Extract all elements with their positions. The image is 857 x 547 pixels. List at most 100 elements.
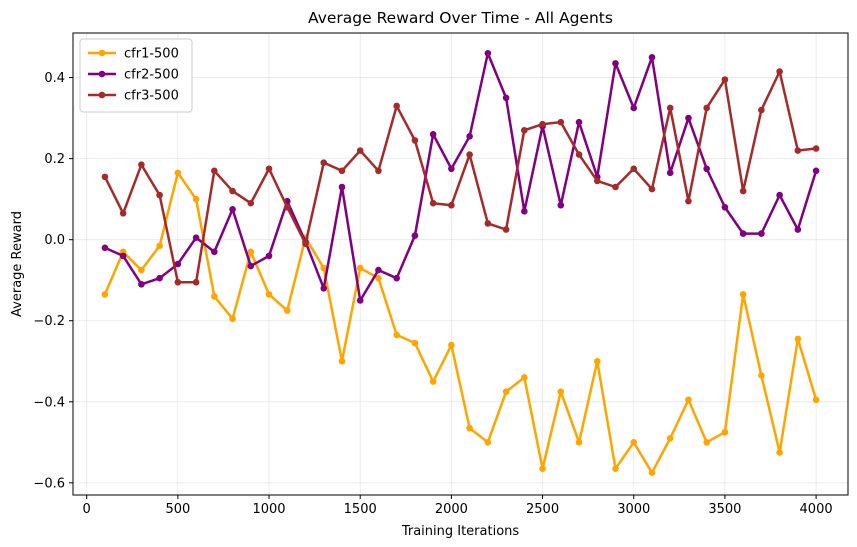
legend-item: cfr3-500 <box>88 89 179 104</box>
data-point <box>411 339 419 347</box>
x-axis: 0 500 1000 1500 2000 2500 3000 3500 4000 <box>83 495 833 517</box>
data-point <box>812 145 820 152</box>
legend-swatch-marker <box>98 49 106 57</box>
data-point <box>211 248 218 256</box>
data-point <box>174 260 182 268</box>
data-point <box>648 185 656 193</box>
data-point <box>484 49 492 57</box>
data-point <box>776 68 783 75</box>
data-point <box>739 230 747 237</box>
data-point <box>466 424 473 432</box>
data-point <box>539 120 546 128</box>
data-point <box>575 439 583 446</box>
y-tick-label: −0.6 <box>33 476 65 491</box>
data-point <box>174 169 182 177</box>
data-point <box>338 183 346 191</box>
data-point <box>429 131 437 138</box>
data-point <box>429 199 437 207</box>
data-point <box>247 199 255 207</box>
data-point <box>229 205 236 213</box>
x-tick-label: 1500 <box>344 502 377 517</box>
data-point <box>393 274 400 282</box>
data-point <box>138 161 145 169</box>
y-axis: −0.6 −0.4 −0.2 0.0 0.2 0.4 <box>33 71 73 491</box>
data-point <box>320 264 328 272</box>
plot-frame <box>72 32 849 496</box>
data-point <box>593 177 601 185</box>
data-point <box>265 252 273 260</box>
data-point <box>101 244 109 252</box>
data-point <box>211 293 218 300</box>
data-point <box>557 201 565 209</box>
data-point <box>429 378 437 385</box>
data-point <box>411 232 419 239</box>
data-point <box>375 167 382 175</box>
data-point <box>466 133 473 140</box>
data-point <box>448 201 455 209</box>
data-point <box>648 469 656 477</box>
x-tick-label: 3500 <box>708 502 741 517</box>
data-point <box>338 357 346 365</box>
data-point <box>557 118 565 126</box>
data-point <box>229 315 236 323</box>
data-point <box>302 240 309 248</box>
data-point <box>138 266 145 274</box>
data-point <box>758 230 765 237</box>
data-point <box>192 234 200 241</box>
data-point <box>685 114 692 122</box>
data-point <box>156 191 163 199</box>
data-point <box>502 226 510 233</box>
data-point <box>265 165 273 173</box>
y-tick-label: −0.4 <box>33 395 65 410</box>
data-point <box>448 341 455 349</box>
data-point <box>539 465 546 472</box>
data-point <box>484 220 492 227</box>
data-point <box>192 278 200 286</box>
x-tick-label: 0 <box>83 502 91 517</box>
data-point <box>758 372 765 379</box>
data-point <box>174 278 182 286</box>
data-point <box>703 439 710 446</box>
data-point <box>393 102 400 110</box>
data-point <box>575 118 583 126</box>
data-point <box>758 106 765 114</box>
legend-label: cfr2-500 <box>124 68 179 83</box>
legend-item: cfr1-500 <box>88 47 179 62</box>
data-point <box>812 396 820 404</box>
data-point <box>247 262 255 270</box>
data-point <box>521 374 528 381</box>
y-tick-label: 0.4 <box>44 71 65 86</box>
data-point <box>630 165 638 173</box>
data-point <box>338 167 346 175</box>
data-point <box>557 388 565 395</box>
data-point <box>612 183 619 191</box>
legend-swatch-marker <box>98 70 106 78</box>
data-point <box>502 388 510 395</box>
data-point <box>630 439 638 446</box>
data-point <box>101 291 109 298</box>
series-line <box>103 52 818 302</box>
data-point <box>156 274 163 282</box>
data-point <box>156 242 163 250</box>
legend-swatch-marker <box>98 91 106 99</box>
legend-label: cfr1-500 <box>124 47 179 62</box>
data-point <box>666 169 674 177</box>
data-point <box>101 173 109 181</box>
x-tick-label: 2500 <box>526 502 559 517</box>
data-point <box>502 94 510 102</box>
data-point <box>812 167 820 175</box>
data-point <box>320 285 328 292</box>
data-point <box>630 104 638 112</box>
data-point <box>739 291 747 298</box>
data-point <box>703 104 710 112</box>
chart-title: Average Reward Over Time - All Agents <box>308 9 613 27</box>
data-point <box>138 280 145 288</box>
data-point <box>703 165 710 173</box>
data-point <box>320 159 328 166</box>
data-point <box>521 126 528 134</box>
data-point <box>593 357 601 365</box>
data-point <box>265 291 273 298</box>
data-point <box>666 104 674 112</box>
data-point <box>356 297 364 304</box>
data-point <box>283 307 291 314</box>
